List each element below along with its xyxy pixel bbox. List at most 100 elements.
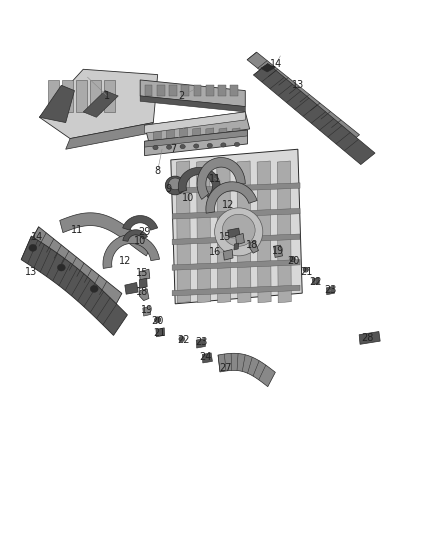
Polygon shape [261,64,275,72]
Text: 18: 18 [136,287,148,297]
Text: 1: 1 [104,91,110,101]
Text: 13: 13 [292,80,304,90]
Ellipse shape [290,256,295,262]
Polygon shape [145,85,152,96]
Ellipse shape [303,267,308,272]
Polygon shape [172,183,300,193]
Polygon shape [218,85,226,96]
Ellipse shape [155,317,161,322]
Polygon shape [217,161,231,303]
Polygon shape [236,233,244,245]
Polygon shape [247,52,360,142]
Polygon shape [169,85,177,96]
Text: 13: 13 [25,267,37,277]
Polygon shape [140,80,245,107]
Polygon shape [172,208,300,219]
Polygon shape [39,69,158,139]
Ellipse shape [29,244,37,251]
Polygon shape [60,213,152,256]
Ellipse shape [57,264,65,271]
Polygon shape [66,123,153,149]
Polygon shape [237,161,251,303]
Ellipse shape [169,178,182,190]
Ellipse shape [221,143,226,147]
Polygon shape [206,182,257,213]
Polygon shape [194,85,201,96]
Polygon shape [104,80,115,112]
Polygon shape [232,128,240,141]
Text: 12: 12 [222,200,234,210]
Polygon shape [197,158,245,199]
Polygon shape [206,85,214,96]
Text: 18: 18 [246,240,258,250]
Ellipse shape [207,143,212,148]
Ellipse shape [153,146,158,150]
Text: 7: 7 [170,144,176,154]
Polygon shape [178,167,220,202]
Polygon shape [193,128,201,141]
Polygon shape [171,149,302,304]
Ellipse shape [166,176,185,195]
Polygon shape [145,130,247,156]
Text: 29: 29 [138,227,151,237]
Polygon shape [156,328,165,337]
Text: 11: 11 [71,225,83,235]
Polygon shape [123,215,158,230]
Text: 10: 10 [134,236,146,246]
Text: 28: 28 [362,334,374,343]
Polygon shape [103,235,159,269]
Polygon shape [153,128,161,141]
Text: 15: 15 [219,232,232,242]
Text: 14: 14 [270,59,282,69]
Polygon shape [139,269,150,280]
Polygon shape [145,112,245,133]
Polygon shape [32,227,122,307]
Polygon shape [125,282,138,294]
Polygon shape [39,85,74,123]
Polygon shape [197,161,211,303]
Polygon shape [172,285,300,296]
Polygon shape [254,63,375,165]
Text: 21: 21 [300,267,313,277]
Polygon shape [143,306,151,316]
Polygon shape [21,236,127,335]
Ellipse shape [194,144,199,148]
Polygon shape [139,289,149,301]
Text: 23: 23 [195,337,208,347]
Polygon shape [48,80,59,112]
Text: 2: 2 [179,91,185,101]
Polygon shape [83,91,118,117]
Ellipse shape [166,145,172,149]
Polygon shape [90,80,101,112]
Polygon shape [145,130,247,147]
Text: 19: 19 [272,246,284,255]
Polygon shape [312,278,319,285]
Polygon shape [177,161,191,303]
Text: 20: 20 [287,256,300,266]
Polygon shape [274,245,283,257]
Ellipse shape [234,142,240,147]
Polygon shape [123,230,148,241]
Polygon shape [223,249,233,260]
Polygon shape [145,112,250,142]
Ellipse shape [215,208,263,256]
Polygon shape [196,338,205,348]
Polygon shape [359,332,380,344]
Polygon shape [181,85,189,96]
Polygon shape [230,85,238,96]
Ellipse shape [90,286,98,292]
Text: 19: 19 [141,305,153,315]
Text: 27: 27 [219,363,232,373]
Polygon shape [172,234,300,245]
Polygon shape [234,243,239,250]
Text: 15: 15 [136,268,148,278]
Polygon shape [326,286,335,295]
Ellipse shape [222,214,255,246]
Polygon shape [202,353,212,363]
Polygon shape [277,161,291,303]
Polygon shape [157,85,165,96]
Polygon shape [250,241,258,253]
Polygon shape [172,260,300,270]
Polygon shape [76,80,87,112]
Text: 8: 8 [155,166,161,175]
